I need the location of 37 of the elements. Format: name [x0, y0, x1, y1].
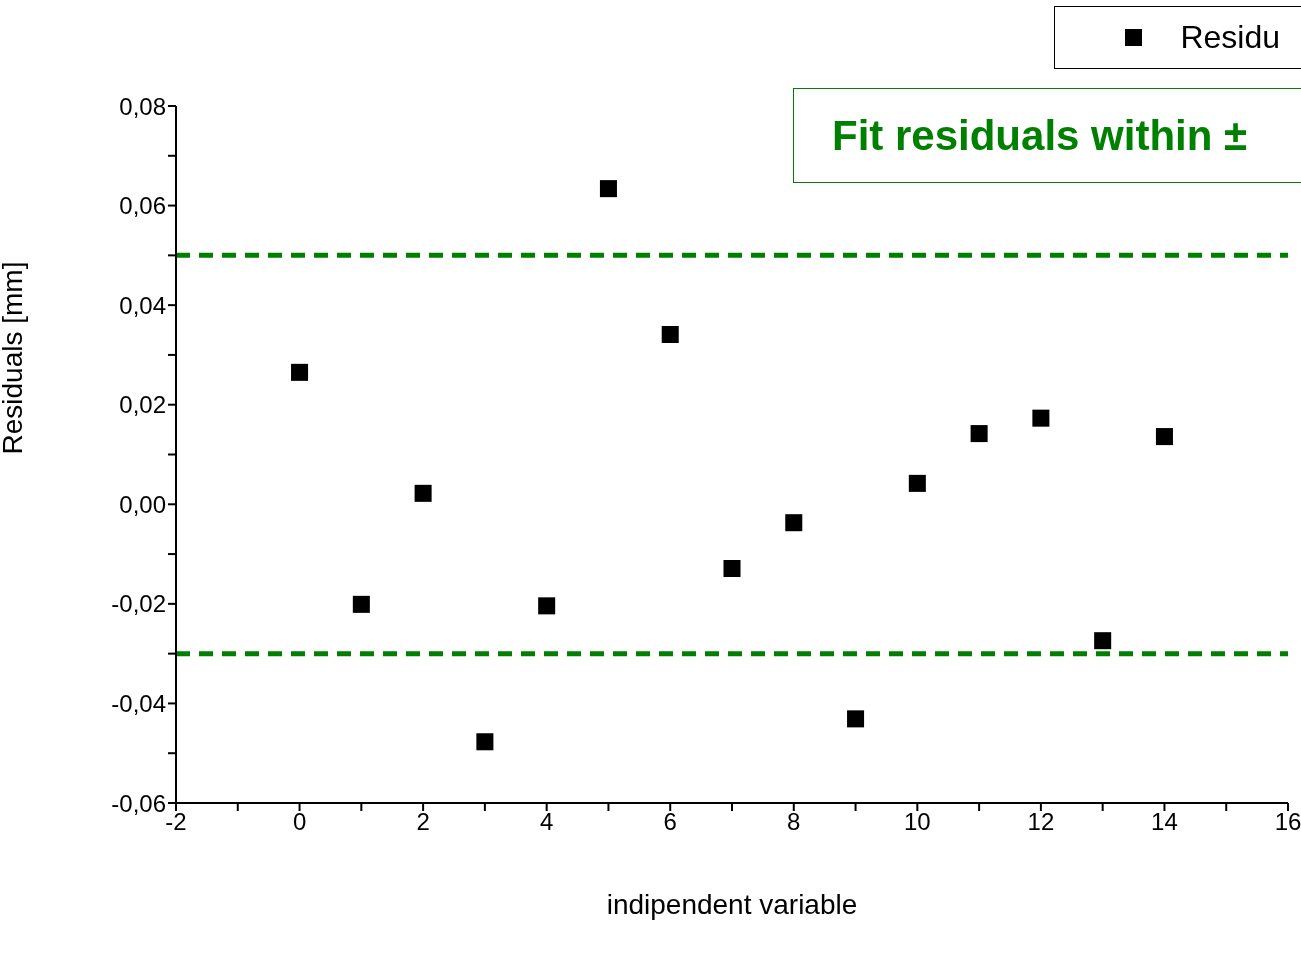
- x-tick-label: 14: [1151, 808, 1178, 836]
- point: [723, 559, 741, 578]
- point: [291, 363, 309, 381]
- y-tick-label: 0,06: [119, 192, 166, 220]
- y-tick-label: 0,08: [119, 92, 166, 120]
- point: [661, 326, 679, 344]
- y-tick-label: 0,02: [119, 391, 166, 419]
- x-tick-label: 0: [292, 808, 307, 836]
- x-tick-label: 4: [539, 808, 554, 836]
- point: [847, 710, 865, 728]
- point: [414, 484, 432, 502]
- point: [1155, 428, 1173, 446]
- point: [352, 595, 370, 613]
- y-tick-label: -0,02: [111, 590, 166, 618]
- x-tick-label: 6: [663, 808, 677, 836]
- annotation: Fit residuals within ±: [793, 88, 1301, 183]
- point: [1094, 632, 1112, 650]
- x-tick-label: 10: [903, 808, 931, 836]
- point: [1032, 409, 1050, 427]
- point: [908, 474, 926, 492]
- point: [599, 180, 617, 198]
- x-tick-label: 16: [1274, 808, 1301, 836]
- x-tick-label: 12: [1027, 808, 1055, 836]
- legend-label: Residu: [1180, 19, 1280, 56]
- x-tick-label: 8: [787, 808, 801, 836]
- x-tick-label: 2: [416, 808, 430, 836]
- y-tick-label: 0,04: [119, 291, 166, 319]
- y-tick-label: -0,06: [111, 789, 166, 817]
- point: [538, 597, 556, 615]
- x-tick-label: -2: [165, 808, 187, 836]
- x-axis-title: indipendent variable: [606, 889, 858, 920]
- y-tick-label: -0,04: [111, 689, 166, 717]
- y-axis-title: Residuals [mm]: [0, 261, 28, 455]
- y-tick-label: 0,00: [119, 490, 166, 518]
- point: [970, 425, 988, 443]
- point: [785, 514, 803, 532]
- point: [476, 733, 494, 751]
